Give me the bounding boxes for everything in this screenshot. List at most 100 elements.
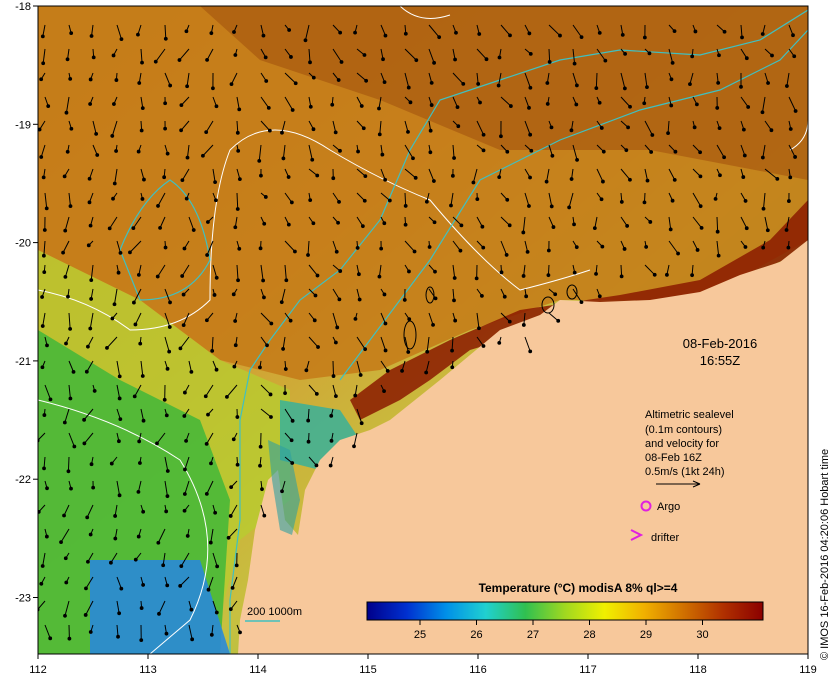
velocity-arrowhead (382, 221, 387, 226)
velocity-arrowhead (746, 105, 751, 109)
velocity-arrow (116, 384, 121, 399)
velocity-arrowhead (408, 100, 413, 105)
velocity-arrowhead (650, 133, 655, 137)
velocity-arrowhead (205, 253, 210, 257)
velocity-arrowhead (673, 149, 678, 154)
velocity-arrow (260, 384, 271, 395)
velocity-arrow (476, 120, 485, 135)
velocity-arrow (764, 168, 778, 180)
velocity-arrowhead (178, 583, 183, 588)
velocity-arrowhead (185, 534, 190, 538)
velocity-arrowhead (336, 78, 341, 82)
velocity-arrowhead (40, 34, 45, 39)
velocity-arrowhead (210, 348, 215, 353)
velocity-arrowhead (558, 33, 562, 38)
velocity-arrowhead (290, 461, 295, 465)
velocity-arrow (140, 48, 143, 63)
velocity-arrowhead (600, 244, 605, 249)
velocity-arrowhead (165, 151, 170, 156)
velocity-arrow (572, 48, 576, 64)
velocity-arrowhead (132, 300, 136, 305)
velocity-arrowhead (381, 57, 385, 62)
velocity-arrowhead (141, 418, 146, 423)
isobath-legend: 200 1000m (245, 606, 302, 622)
velocity-arrowhead (157, 611, 161, 616)
velocity-arrowhead (287, 28, 292, 32)
velocity-arrowhead (116, 270, 121, 275)
velocity-arrowhead (46, 104, 51, 109)
velocity-arrowhead (206, 587, 211, 592)
velocity-arrow (498, 72, 502, 86)
colorbar-tick-label: 26 (470, 629, 482, 641)
velocity-arrowhead (528, 132, 533, 137)
y-tick-label: -21 (15, 356, 31, 368)
velocity-arrowhead (117, 396, 122, 401)
sealevel-contours (38, 6, 808, 654)
velocity-arrow (68, 192, 71, 207)
velocity-arrowhead (290, 418, 295, 423)
velocity-arrow (134, 384, 142, 397)
velocity-arrow (181, 264, 190, 277)
velocity-arrowhead (38, 509, 41, 514)
velocity-arrow (308, 336, 319, 348)
velocity-arrowhead (496, 83, 501, 88)
velocity-arrowhead (624, 148, 629, 153)
velocity-arrowhead (89, 34, 94, 38)
velocity-arrow (378, 264, 382, 277)
velocity-arrow (380, 360, 389, 372)
velocity-arrowhead (136, 489, 141, 494)
velocity-arrowhead (502, 294, 507, 299)
velocity-arrowhead (109, 461, 114, 466)
velocity-arrowhead (527, 105, 531, 110)
velocity-arrowhead (698, 174, 703, 179)
velocity-arrowhead (308, 60, 312, 65)
velocity-arrowhead (83, 613, 88, 617)
velocity-arrow (64, 600, 70, 616)
velocity-arrowhead (524, 294, 529, 299)
velocity-arrowhead (140, 197, 145, 201)
velocity-arrowhead (138, 341, 143, 346)
velocity-arrowhead (310, 157, 315, 162)
drifter-label: drifter (651, 532, 679, 544)
velocity-arrowhead (45, 486, 49, 491)
velocity-arrowhead (508, 33, 512, 38)
velocity-arrowhead (527, 31, 532, 36)
velocity-arrowhead (337, 199, 341, 204)
velocity-arrowhead (281, 347, 286, 351)
velocity-arrowhead (63, 228, 68, 233)
velocity-arrow (42, 552, 46, 567)
velocity-arrowhead (740, 35, 744, 40)
velocity-arrowhead (42, 228, 47, 232)
velocity-arrowhead (118, 417, 123, 422)
velocity-arrowhead (128, 250, 132, 255)
velocity-arrowhead (406, 85, 411, 90)
cool-water-patch (90, 560, 230, 654)
velocity-arrowhead (411, 156, 415, 161)
velocity-arrowhead (155, 441, 159, 446)
velocity-arrowhead (765, 228, 770, 233)
velocity-arrowhead (88, 77, 93, 82)
velocity-arrowhead (48, 397, 53, 402)
velocity-arrowhead (521, 230, 526, 235)
velocity-arrowhead (549, 204, 554, 209)
velocity-arrowhead (601, 149, 606, 154)
velocity-arrow (764, 216, 769, 231)
date-line2: 16:55Z (700, 353, 741, 368)
velocity-arrow (404, 48, 417, 61)
velocity-arrow (260, 120, 271, 131)
velocity-arrow (524, 120, 531, 135)
velocity-arrowhead (183, 390, 187, 395)
velocity-arrow (472, 168, 478, 183)
velocity-arrow (212, 264, 218, 278)
velocity-arrowhead (153, 59, 158, 64)
velocity-arrowhead (699, 226, 704, 230)
velocity-arrowhead (792, 54, 797, 59)
velocity-arrowhead (793, 109, 798, 113)
velocity-arrow (522, 216, 526, 233)
velocity-arrowhead (314, 463, 319, 468)
velocity-arrowhead (642, 101, 647, 106)
velocity-arrowhead (185, 155, 190, 160)
velocity-arrowhead (204, 491, 209, 496)
velocity-arrow (226, 384, 238, 398)
velocity-arrowhead (279, 300, 284, 305)
